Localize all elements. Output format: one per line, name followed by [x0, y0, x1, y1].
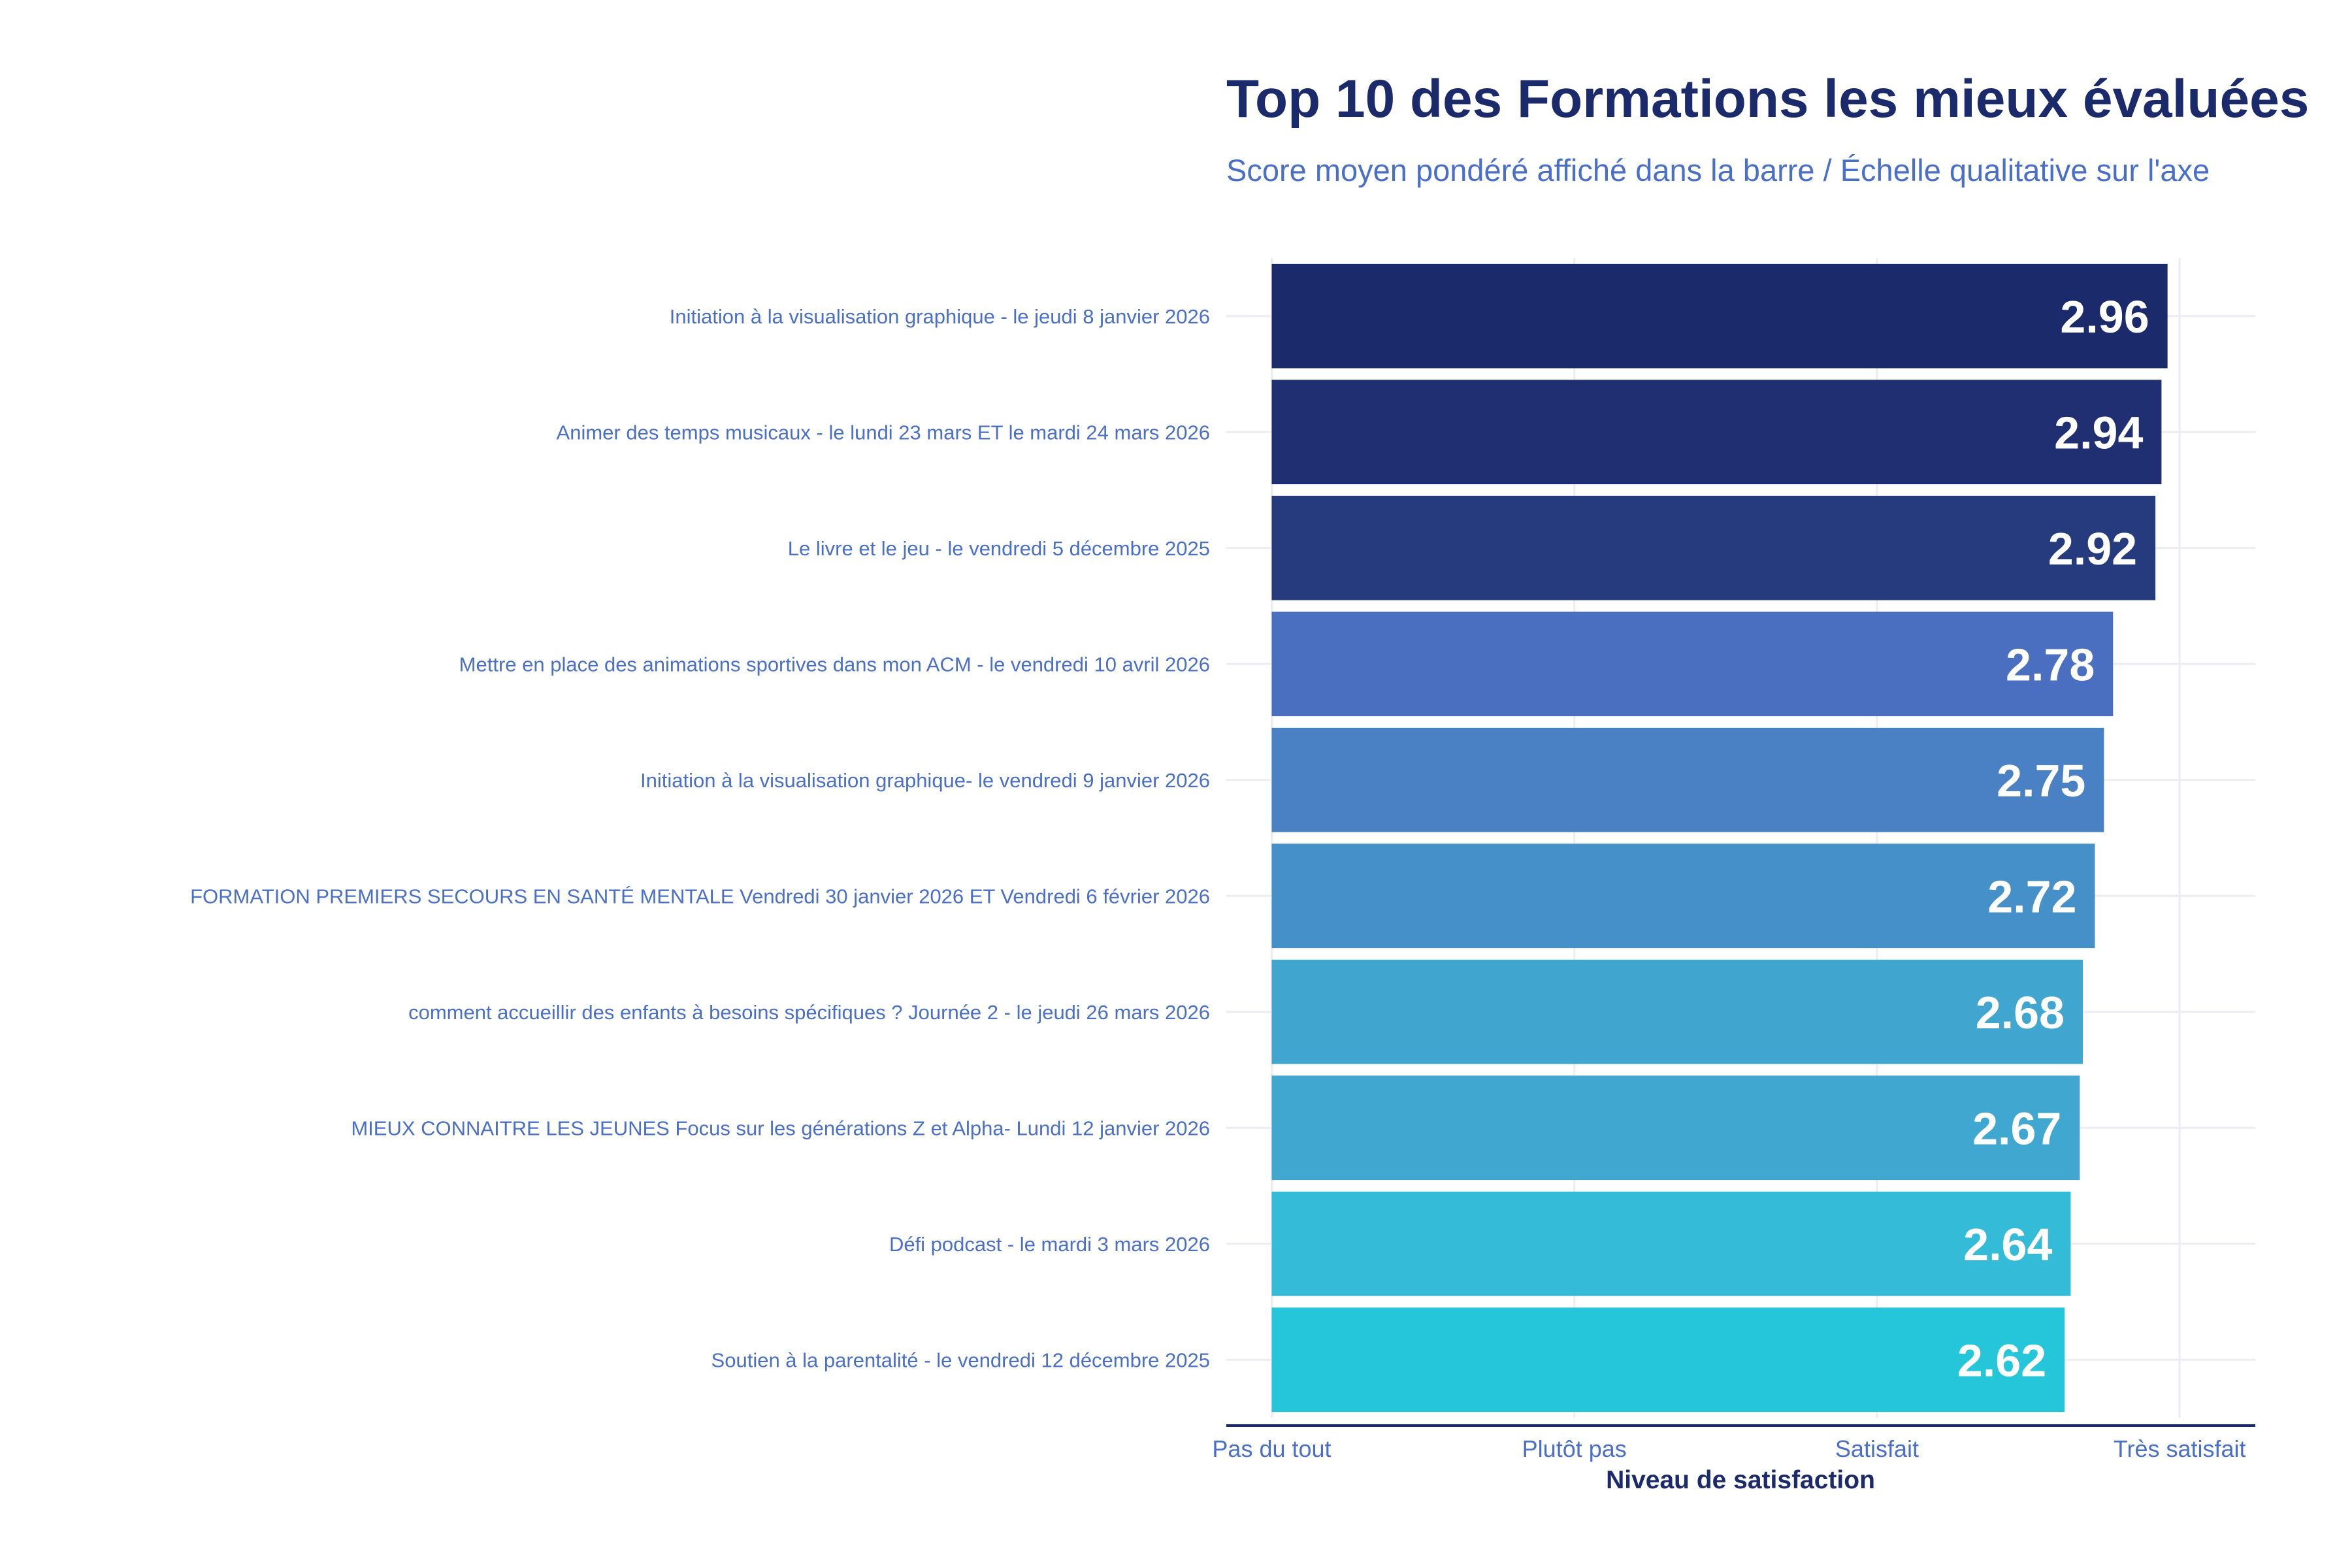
- value-label: 2.64: [1963, 1219, 2052, 1270]
- bar: [1271, 843, 2095, 949]
- value-label: 2.72: [1987, 871, 2076, 922]
- x-tick-label: Plutôt pas: [1522, 1435, 1627, 1462]
- value-labels: 2.96 2.94 2.92 2.78 2.75 2.72 2.68 2.67 2.64 2.62: [1957, 291, 2149, 1386]
- category-label: Défi podcast - le mardi 3 mars 2026: [889, 1233, 1210, 1256]
- value-label: 2.94: [2054, 407, 2143, 458]
- value-label: 2.96: [2060, 291, 2149, 342]
- bar: [1271, 612, 2114, 717]
- bar: [1271, 380, 2162, 485]
- bar: [1271, 263, 2168, 368]
- category-label: Initiation à la visualisation graphique …: [670, 305, 1210, 328]
- chart-subtitle: Score moyen pondéré affiché dans la barr…: [1226, 153, 2210, 188]
- value-label: 2.78: [2006, 639, 2095, 690]
- x-tick-label: Très satisfait: [2114, 1435, 2246, 1462]
- value-label: 2.75: [1997, 755, 2085, 806]
- x-axis-ticks: Pas du tout Plutôt pas Satisfait Très satis…: [1212, 1435, 2246, 1462]
- category-label: Le livre et le jeu - le vendredi 5 décem…: [788, 537, 1210, 560]
- bar: [1271, 1307, 2065, 1413]
- bar: [1271, 959, 2083, 1064]
- x-tick-label: Satisfait: [1835, 1435, 1919, 1462]
- category-label: Initiation à la visualisation graphique-…: [640, 769, 1210, 792]
- chart-title: Top 10 des Formations les mieux évaluées: [1226, 69, 2310, 129]
- category-label: Mettre en place des animations sportives…: [459, 653, 1210, 676]
- x-tick-label: Pas du tout: [1212, 1435, 1331, 1462]
- bar: [1271, 1075, 2080, 1181]
- x-axis-title: Niveau de satisfaction: [1606, 1466, 1875, 1494]
- bar: [1271, 727, 2104, 832]
- category-label: MIEUX CONNAITRE LES JEUNES Focus sur les…: [351, 1117, 1210, 1139]
- category-label: Soutien à la parentalité - le vendredi 1…: [711, 1348, 1210, 1371]
- category-label: FORMATION PREMIERS SECOURS EN SANTÉ MENT…: [190, 885, 1210, 907]
- category-label: Animer des temps musicaux - le lundi 23 …: [557, 421, 1210, 444]
- value-label: 2.92: [2048, 523, 2137, 574]
- category-labels: Initiation à la visualisation graphique …: [190, 305, 1210, 1372]
- bar: [1271, 495, 2156, 600]
- bars: [1271, 263, 2168, 1413]
- value-label: 2.62: [1957, 1335, 2046, 1386]
- category-label: comment accueillir des enfants à besoins…: [408, 1001, 1210, 1024]
- bar: [1271, 1191, 2071, 1296]
- value-label: 2.68: [1976, 987, 2065, 1038]
- value-label: 2.67: [1972, 1103, 2061, 1154]
